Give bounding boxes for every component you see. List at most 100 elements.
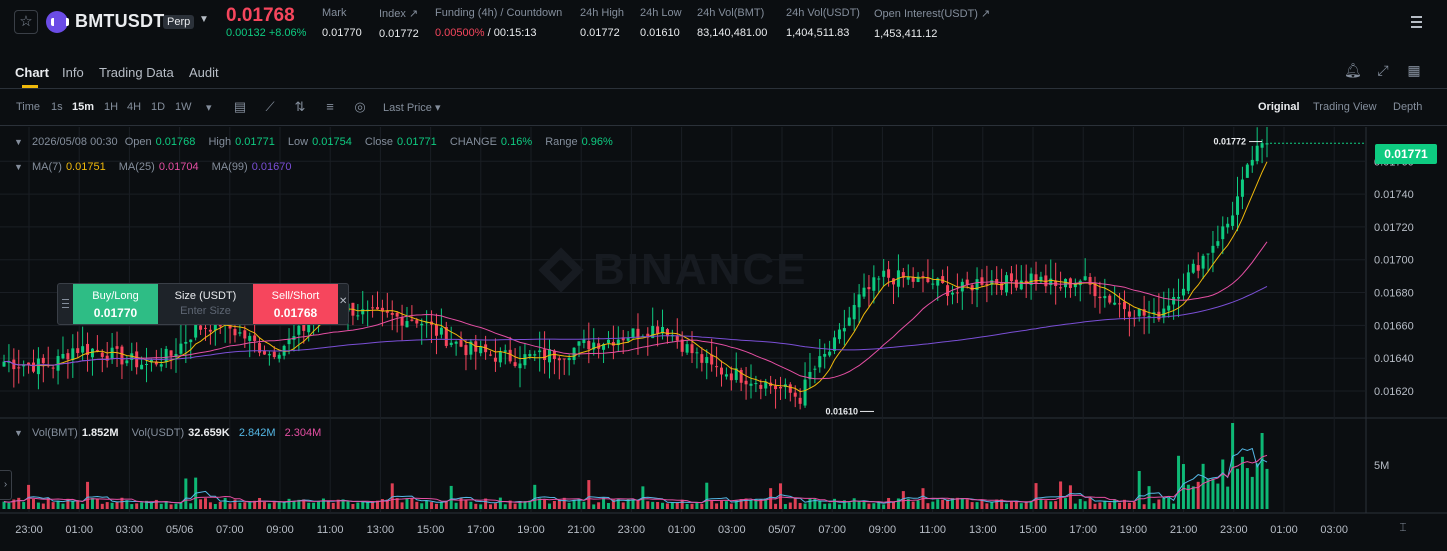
legend-collapse-icon[interactable]: ▼	[14, 137, 23, 147]
volume-bar	[867, 503, 871, 509]
candle-body	[592, 342, 596, 350]
view-original[interactable]: Original	[1258, 101, 1300, 113]
volume-bar	[1231, 423, 1235, 509]
candle-body	[503, 350, 507, 352]
candle-body	[1049, 278, 1053, 286]
target-icon[interactable]: ◎	[354, 99, 366, 114]
interval-1s[interactable]: 1s	[51, 101, 63, 113]
stat-index[interactable]: Index ↗ 0.01772	[379, 7, 419, 40]
volume-bar	[837, 504, 841, 509]
star-icon[interactable]: ☆	[14, 10, 38, 34]
view-trading-view[interactable]: Trading View	[1313, 101, 1377, 113]
volume-bar	[341, 499, 345, 509]
view-depth[interactable]: Depth	[1393, 101, 1423, 113]
volume-bar	[715, 503, 719, 509]
time-tick-label: 09:00	[266, 524, 294, 536]
interval-15m[interactable]: 15m	[72, 101, 95, 113]
tab-chart[interactable]: Chart	[15, 65, 49, 80]
interval-4h[interactable]: 4H	[127, 101, 142, 113]
layout-icon[interactable]: ▦	[1407, 62, 1421, 78]
expand-icon[interactable]: ⤢	[1377, 62, 1389, 78]
chart-area[interactable]: 23:00 01:00 03:00 05/06 07:00 09:00 11:00 13:00…	[0, 127, 1447, 551]
candle-body	[626, 337, 630, 341]
volume-bar	[1108, 502, 1112, 509]
interval-1h[interactable]: 1H	[104, 101, 119, 113]
candle-body	[798, 397, 802, 404]
legend-open-value: 0.01768	[155, 136, 196, 148]
candle-body	[567, 357, 571, 361]
settings-sliders-icon[interactable]: ≡	[326, 99, 334, 114]
volume-bar	[498, 497, 502, 509]
size-field: Size (USDT)	[158, 284, 253, 324]
volume-bar	[616, 498, 620, 509]
candle-body	[543, 349, 547, 361]
candle-body	[405, 321, 409, 328]
interval-1w[interactable]: 1W	[175, 101, 192, 113]
volume-bar	[729, 503, 733, 509]
reset-axis-icon[interactable]: ⌶	[1399, 520, 1407, 534]
price-type-select[interactable]: Last Price ▾	[383, 102, 441, 114]
symbol-name[interactable]: BMTUSDT	[75, 11, 165, 31]
candle-body	[81, 346, 85, 353]
volume-bar	[685, 503, 689, 509]
candle-body	[862, 287, 866, 297]
candle-body	[695, 352, 699, 354]
volume-bar	[380, 499, 384, 509]
volume-bar	[1029, 500, 1033, 509]
bell-icon[interactable]: 🔔︎	[1344, 62, 1362, 78]
active-tab-indicator	[22, 85, 38, 88]
volume-bar	[1255, 463, 1259, 509]
line-chart-icon[interactable]: ⟋	[265, 99, 275, 114]
volume-bar	[833, 498, 837, 509]
candlestick-chart[interactable]: 23:00 01:00 03:00 05/06 07:00 09:00 11:00 13:00…	[0, 127, 1447, 551]
stat-value: 1,453,411.12	[874, 28, 938, 40]
chevron-right-icon[interactable]: ›	[0, 470, 12, 500]
ma-collapse-icon[interactable]: ▼	[14, 162, 23, 172]
size-input[interactable]	[160, 305, 251, 317]
volume-bar	[720, 500, 724, 509]
volume-bar	[538, 498, 542, 509]
stat-24h-low: 24h Low 0.01610	[640, 7, 682, 39]
volume-bar	[946, 499, 950, 509]
ma7-label: MA(7)	[31, 161, 62, 173]
volume-bar	[1059, 481, 1063, 509]
candle-body	[90, 348, 94, 358]
volume-bar	[950, 498, 954, 509]
drag-handle-icon[interactable]	[58, 284, 73, 324]
candle-body	[189, 339, 193, 343]
volume-bar	[71, 500, 75, 509]
perp-badge: Perp	[163, 15, 195, 29]
hamburger-menu-icon[interactable]	[1411, 16, 1422, 31]
candle-body	[936, 278, 940, 286]
indicator-calendar-icon[interactable]: ▤	[233, 99, 247, 114]
close-icon[interactable]: ✕	[339, 296, 348, 307]
volume-bar	[56, 500, 60, 509]
volume-bar	[135, 503, 139, 509]
volume-bar	[434, 503, 438, 509]
tab-info[interactable]: Info	[62, 65, 84, 80]
tab-audit[interactable]: Audit	[189, 65, 219, 80]
price-tick-label: 0.01640	[1374, 353, 1414, 365]
interval-more-caret[interactable]: ▾	[206, 102, 212, 114]
volume-bar	[371, 501, 375, 509]
candle-body	[444, 327, 448, 346]
buy-long-button[interactable]: Buy/Long 0.01770	[73, 284, 158, 324]
vol-bmt-value: 1.852M	[81, 427, 119, 439]
tab-trading-data[interactable]: Trading Data	[99, 65, 174, 80]
volume-bar	[818, 500, 822, 509]
legend-close-label: Close	[364, 136, 394, 148]
sell-short-button[interactable]: Sell/Short 0.01768	[253, 284, 338, 324]
vol-collapse-icon[interactable]: ▼	[14, 428, 23, 438]
candle-body	[887, 269, 891, 278]
interval-1d[interactable]: 1D	[151, 101, 166, 113]
stat-open-interest[interactable]: Open Interest(USDT) ↗ 1,453,411.12	[874, 7, 990, 40]
interval-time[interactable]: Time	[16, 101, 41, 113]
candle-body	[1221, 226, 1225, 240]
compare-icon[interactable]: ⇅	[294, 99, 306, 114]
chevron-down-icon[interactable]: ▼	[199, 14, 209, 25]
volume-bar	[331, 502, 335, 509]
candle-body	[916, 276, 920, 282]
candle-body	[710, 354, 714, 365]
volume-bar	[749, 499, 753, 509]
candle-body	[1122, 301, 1126, 310]
